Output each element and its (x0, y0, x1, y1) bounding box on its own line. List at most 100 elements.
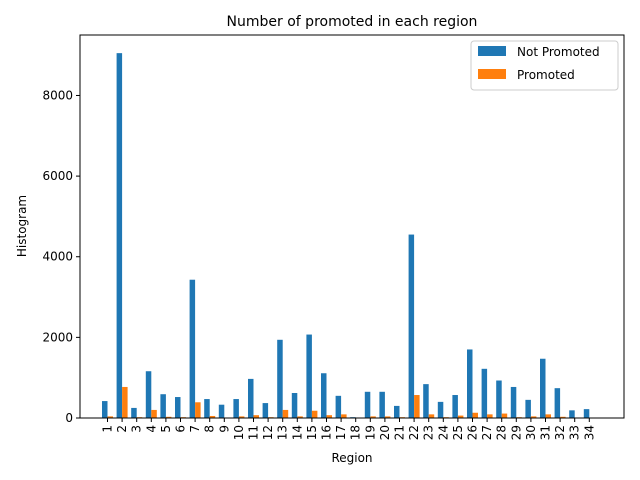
x-tick-label-7: 7 (188, 425, 202, 433)
bar-not-promoted-14 (291, 393, 298, 418)
bar-not-promoted-16 (321, 373, 327, 418)
y-tick-label-8000: 8000 (42, 88, 73, 102)
bar-promoted-17 (341, 414, 347, 418)
bar-promoted-27 (487, 414, 493, 418)
bar-not-promoted-23 (423, 384, 429, 418)
x-tick-label-25: 25 (451, 425, 465, 440)
x-tick-label-8: 8 (203, 425, 217, 433)
bar-promoted-2 (122, 386, 128, 418)
x-tick-label-10: 10 (232, 425, 246, 440)
bar-not-promoted-28 (496, 380, 502, 418)
x-tick-label-11: 11 (247, 425, 261, 440)
bar-not-promoted-13 (277, 339, 283, 418)
bars-group (102, 53, 595, 418)
bar-not-promoted-11 (248, 378, 254, 418)
bar-promoted-31 (545, 414, 551, 418)
x-tick-label-3: 3 (130, 425, 144, 433)
bar-not-promoted-6 (175, 397, 181, 418)
bar-promoted-13 (282, 409, 289, 418)
bar-not-promoted-1 (102, 401, 108, 418)
bar-not-promoted-29 (510, 386, 517, 418)
bar-promoted-8 (209, 415, 216, 418)
x-tick-label-9: 9 (217, 425, 231, 433)
x-tick-label-6: 6 (174, 425, 188, 433)
y-tick-label-2000: 2000 (42, 330, 73, 344)
bar-not-promoted-31 (540, 358, 546, 418)
bar-not-promoted-24 (437, 401, 444, 418)
x-tick-label-23: 23 (422, 425, 436, 440)
y-tick-label-4000: 4000 (42, 250, 73, 264)
x-tick-label-31: 31 (539, 425, 553, 440)
chart-title: Number of promoted in each region (227, 14, 478, 30)
x-tick-label-24: 24 (436, 425, 450, 440)
bar-not-promoted-15 (306, 334, 312, 418)
bar-not-promoted-19 (364, 391, 371, 418)
bar-not-promoted-20 (379, 391, 385, 418)
bar-not-promoted-3 (131, 407, 137, 418)
y-tick-label-6000: 6000 (42, 169, 73, 183)
legend-label-promoted: Promoted (517, 68, 575, 82)
legend-swatch-promoted (478, 69, 506, 79)
x-tick-label-22: 22 (407, 425, 421, 440)
bar-not-promoted-34 (583, 409, 590, 418)
bar-promoted-7 (195, 402, 201, 418)
x-tick-label-2: 2 (115, 425, 129, 433)
x-tick-label-32: 32 (553, 425, 567, 440)
legend-frame (470, 40, 619, 91)
x-tick-label-4: 4 (144, 425, 158, 433)
bar-promoted-16 (326, 415, 332, 418)
bar-not-promoted-26 (467, 349, 473, 418)
x-tick-label-13: 13 (276, 425, 290, 440)
legend-label-not-promoted: Not Promoted (517, 45, 600, 59)
bar-promoted-10 (238, 416, 245, 418)
bar-not-promoted-10 (233, 399, 239, 418)
bar-promoted-23 (428, 414, 435, 418)
bar-promoted-14 (297, 416, 303, 418)
x-tick-label-5: 5 (159, 425, 173, 433)
x-axis: 1 2 3 4 5 6 7 8 9 10 11 12 13 14 15 16 17 18 19 20 21 22 23 24 2… (101, 418, 596, 440)
bar-not-promoted-22 (408, 234, 415, 418)
bar-promoted-4 (151, 409, 157, 418)
bar-not-promoted-7 (189, 279, 196, 418)
x-tick-label-14: 14 (290, 425, 304, 440)
x-tick-label-34: 34 (582, 425, 596, 440)
x-tick-label-27: 27 (480, 425, 494, 440)
bar-not-promoted-4 (145, 371, 152, 418)
bar-not-promoted-8 (204, 399, 210, 418)
bar-not-promoted-32 (554, 388, 561, 418)
bar-promoted-26 (472, 412, 478, 418)
x-tick-label-21: 21 (393, 425, 407, 440)
x-tick-label-33: 33 (568, 425, 582, 440)
x-tick-label-26: 26 (466, 425, 480, 440)
bar-promoted-1 (107, 416, 113, 418)
bar-promoted-20 (384, 416, 391, 418)
y-axis: 0 2000 4000 6000 8000 (42, 88, 80, 425)
bar-promoted-28 (501, 413, 508, 418)
bar-promoted-15 (311, 410, 318, 418)
legend-swatch-not-promoted (478, 46, 506, 56)
bar-promoted-30 (530, 416, 537, 418)
bar-not-promoted-30 (525, 399, 531, 418)
bar-promoted-19 (370, 416, 376, 418)
bar-not-promoted-9 (218, 404, 225, 418)
plot-frame (79, 34, 625, 419)
x-tick-label-18: 18 (349, 425, 363, 440)
bar-not-promoted-12 (262, 403, 269, 418)
y-axis-label: Histogram (15, 195, 29, 257)
bar-promoted-11 (253, 415, 259, 418)
bar-promoted-5 (165, 416, 172, 418)
bar-not-promoted-27 (481, 368, 488, 418)
bar-not-promoted-17 (335, 395, 342, 418)
bar-promoted-25 (457, 415, 464, 418)
bar-not-promoted-2 (116, 53, 123, 418)
x-axis-label: Region (331, 451, 372, 465)
x-tick-label-1: 1 (101, 425, 115, 433)
bar-not-promoted-21 (394, 405, 400, 418)
x-tick-label-30: 30 (524, 425, 538, 440)
bar-not-promoted-33 (569, 410, 575, 418)
bar-not-promoted-5 (160, 394, 166, 418)
bar-not-promoted-25 (452, 395, 458, 418)
bar-promoted-32 (560, 416, 566, 418)
x-tick-label-17: 17 (334, 425, 348, 440)
